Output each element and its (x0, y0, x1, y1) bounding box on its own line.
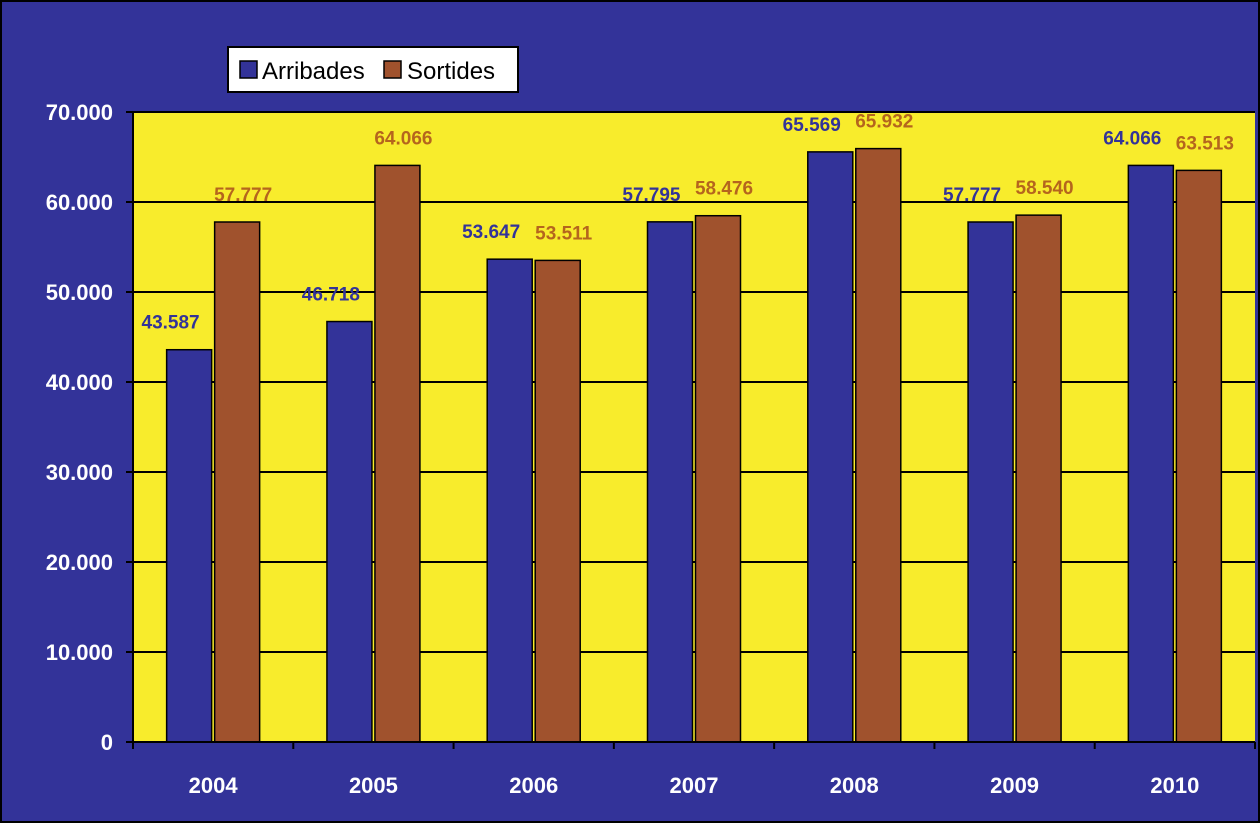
bar-arribades-2004 (165, 348, 213, 743)
y-tick-label: 0 (101, 730, 113, 755)
bar-sortides-2008 (855, 147, 902, 743)
y-tick-label: 30.000 (46, 460, 113, 485)
data-label-sortides-2004: 57.777 (214, 185, 272, 206)
data-label-arribades-2006: 53.647 (462, 222, 520, 243)
legend-swatch-arribades (239, 60, 258, 79)
data-label-arribades-2009: 57.777 (943, 185, 1001, 206)
data-label-arribades-2004: 43.587 (142, 313, 200, 334)
bar-sortides-2009 (1015, 214, 1062, 743)
x-category-label: 2004 (189, 773, 239, 798)
bar-sortides-2004 (213, 221, 261, 743)
data-label-arribades-2008: 65.569 (783, 115, 841, 136)
plot-area (133, 112, 1255, 742)
legend-swatch-sortides (383, 60, 402, 79)
bar-sortides-2007 (694, 214, 742, 743)
y-tick-label: 70.000 (46, 100, 113, 125)
bar-arribades-2009 (967, 221, 1014, 743)
gridlines (133, 111, 1255, 653)
x-category-label: 2007 (670, 773, 719, 798)
x-category-label: 2008 (830, 773, 879, 798)
y-tick-label: 10.000 (46, 640, 113, 665)
legend-label-arribades: Arribades (262, 58, 365, 85)
bar-arribades-2010 (1127, 164, 1175, 743)
data-label-arribades-2010: 64.066 (1103, 128, 1161, 149)
legend-box (227, 46, 519, 93)
data-labels: 43.587 57.777 46.718 64.066 53.647 53.511 57.7… (142, 112, 1234, 334)
bar-arribades-2005 (326, 320, 373, 743)
bar-sortides-2006 (534, 259, 581, 743)
bar-sortides-2005 (374, 164, 421, 743)
x-category-label: 2006 (509, 773, 558, 798)
data-label-arribades-2007: 57.795 (622, 185, 681, 206)
legend: Arribades Sortides (227, 46, 519, 93)
y-tick-label: 60.000 (46, 190, 113, 215)
x-category-label: 2009 (990, 773, 1039, 798)
x-category-label: 2010 (1150, 773, 1199, 798)
y-tick-label: 40.000 (46, 370, 113, 395)
bar-arribades-2007 (646, 221, 694, 743)
bar-sortides-2010 (1175, 169, 1223, 743)
bar-arribades-2008 (807, 151, 854, 743)
x-category-label: 2005 (349, 773, 398, 798)
y-tick-label: 50.000 (46, 280, 113, 305)
data-label-sortides-2007: 58.476 (695, 179, 753, 200)
data-label-arribades-2005: 46.718 (302, 285, 360, 306)
data-label-sortides-2010: 63.513 (1176, 133, 1234, 154)
data-label-sortides-2006: 53.511 (535, 223, 592, 244)
y-tick-label: 20.000 (46, 550, 113, 575)
axes: 0 10.000 20.000 30.000 40.000 50.000 60.000 70.… (46, 100, 1256, 798)
data-label-sortides-2005: 64.066 (374, 128, 432, 149)
data-label-sortides-2009: 58.540 (1016, 178, 1074, 199)
data-label-sortides-2008: 65.932 (855, 112, 913, 133)
legend-label-sortides: Sortides (407, 58, 495, 85)
bar-arribades-2006 (486, 258, 533, 743)
bars (165, 147, 1223, 743)
